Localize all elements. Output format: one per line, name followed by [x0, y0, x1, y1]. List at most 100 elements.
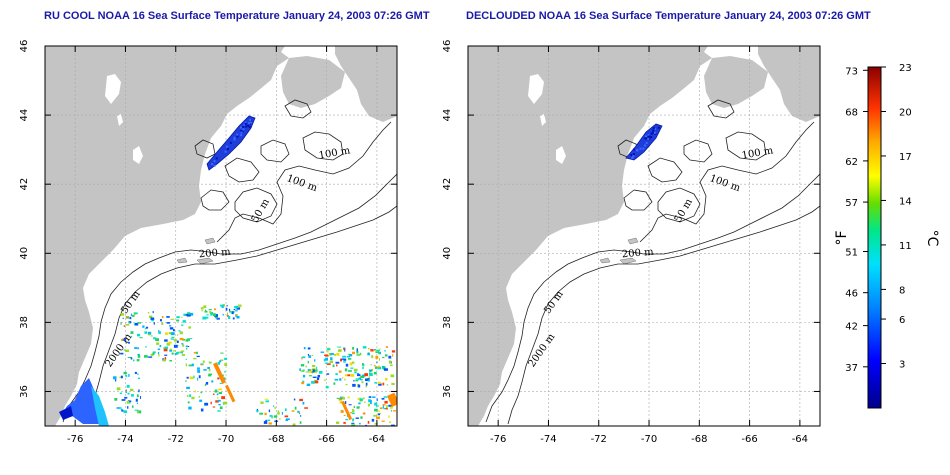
sst-pixel	[353, 379, 355, 382]
sst-pixel	[163, 347, 168, 350]
sst-pixel	[137, 333, 141, 337]
sst-pixel	[265, 419, 268, 422]
sst-pixel	[314, 359, 316, 362]
sst-pixel	[364, 373, 369, 377]
sst-cape-hatteras-warm	[91, 386, 109, 426]
sst-pixel	[173, 339, 177, 342]
sst-pixel	[193, 357, 197, 360]
sst-pixel	[218, 388, 222, 391]
sst-pixel	[368, 376, 370, 379]
sst-pixel	[376, 349, 381, 352]
sst-pixel	[206, 314, 209, 316]
sst-pixel	[383, 407, 388, 410]
sst-pixel	[330, 353, 334, 355]
sst-pixel	[123, 325, 126, 327]
x-tick-label: -70	[218, 434, 234, 445]
sst-pixel	[212, 393, 215, 395]
sst-pixel	[388, 415, 390, 418]
sst-pixel	[210, 312, 214, 314]
sst-pixel	[169, 349, 173, 352]
sst-pixel	[359, 352, 362, 356]
sst-pixel	[299, 368, 301, 371]
sst-pixel	[284, 415, 289, 418]
sst-pixel	[182, 344, 185, 347]
sst-pixel	[633, 148, 636, 151]
sst-pixel	[648, 138, 651, 141]
colorbar-gradient	[867, 66, 882, 409]
sst-pixel	[240, 131, 243, 134]
sst-pixel	[134, 371, 137, 374]
sst-pixel	[355, 417, 359, 419]
sst-pixel	[189, 312, 194, 316]
sst-pixel	[119, 407, 122, 409]
sst-pixel	[176, 340, 179, 344]
sst-pixel	[635, 148, 638, 151]
sst-pixel	[320, 351, 325, 353]
sst-pixel	[223, 377, 226, 381]
sst-pixel	[336, 397, 340, 399]
sst-pixel	[224, 401, 228, 405]
sst-pixel	[236, 315, 240, 319]
sst-pixel	[343, 421, 346, 424]
x-tick-label: -66	[318, 434, 334, 445]
sst-pixel	[123, 410, 128, 414]
sst-pixel	[208, 361, 212, 364]
x-tick-label: -72	[591, 434, 607, 445]
sst-pixel	[371, 355, 374, 359]
sst-pixel	[185, 363, 187, 367]
sst-pixel	[368, 403, 370, 407]
sst-pixel	[224, 150, 227, 153]
sst-pixel	[120, 408, 123, 411]
sst-pixel	[305, 371, 310, 373]
sst-pixel	[642, 147, 645, 150]
sst-pixel	[226, 304, 228, 307]
sst-pixel	[152, 352, 155, 355]
sst-pixel	[137, 347, 140, 350]
sst-pixel	[352, 418, 354, 421]
sst-pixel	[181, 343, 184, 345]
sst-pixel	[151, 319, 154, 322]
sst-pixel	[384, 400, 388, 404]
sst-pixel	[236, 307, 241, 310]
y-tick-label: 42	[442, 178, 453, 191]
sst-pixel	[369, 370, 372, 373]
right-map-title: DECLOUDED NOAA 16 Sea Surface Temperatur…	[466, 10, 871, 22]
sst-pixel	[205, 382, 209, 385]
sst-pixel	[388, 404, 392, 407]
sst-pixel	[189, 394, 192, 397]
sst-pixel	[161, 322, 164, 325]
sst-pixel	[376, 416, 380, 420]
sst-pixel	[314, 369, 318, 372]
sst-pixel	[215, 400, 219, 403]
sst-pixel	[123, 371, 127, 375]
sst-pixel	[222, 313, 224, 316]
sst-pixel	[304, 407, 308, 409]
sst-pixel	[357, 374, 361, 377]
sst-pixel	[301, 382, 305, 385]
sst-pixel	[224, 371, 226, 373]
sst-pixel	[338, 397, 343, 400]
sst-pixel	[179, 331, 183, 335]
left-map-title: RU COOL NOAA 16 Sea Surface Temperature …	[44, 10, 430, 22]
sst-pixel	[161, 316, 164, 319]
sst-pixel	[343, 414, 346, 416]
sst-pixel	[334, 378, 339, 381]
sst-pixel	[360, 416, 363, 419]
sst-pixel	[205, 316, 209, 319]
sst-pixel	[374, 366, 378, 369]
sst-pixel	[352, 361, 355, 364]
sst-pixel	[137, 373, 139, 375]
sst-pixel	[168, 341, 172, 344]
sst-pixel	[329, 360, 334, 363]
sst-warm-streak	[212, 362, 226, 384]
sst-pixel	[120, 352, 124, 355]
sst-pixel	[362, 413, 366, 415]
sst-pixel	[324, 379, 327, 381]
sst-pixel	[238, 304, 242, 307]
sst-pixel	[193, 351, 197, 354]
sst-pixel	[356, 354, 360, 356]
sst-pixel	[317, 374, 321, 378]
sst-pixel	[345, 419, 349, 421]
sst-pixel	[164, 332, 169, 335]
